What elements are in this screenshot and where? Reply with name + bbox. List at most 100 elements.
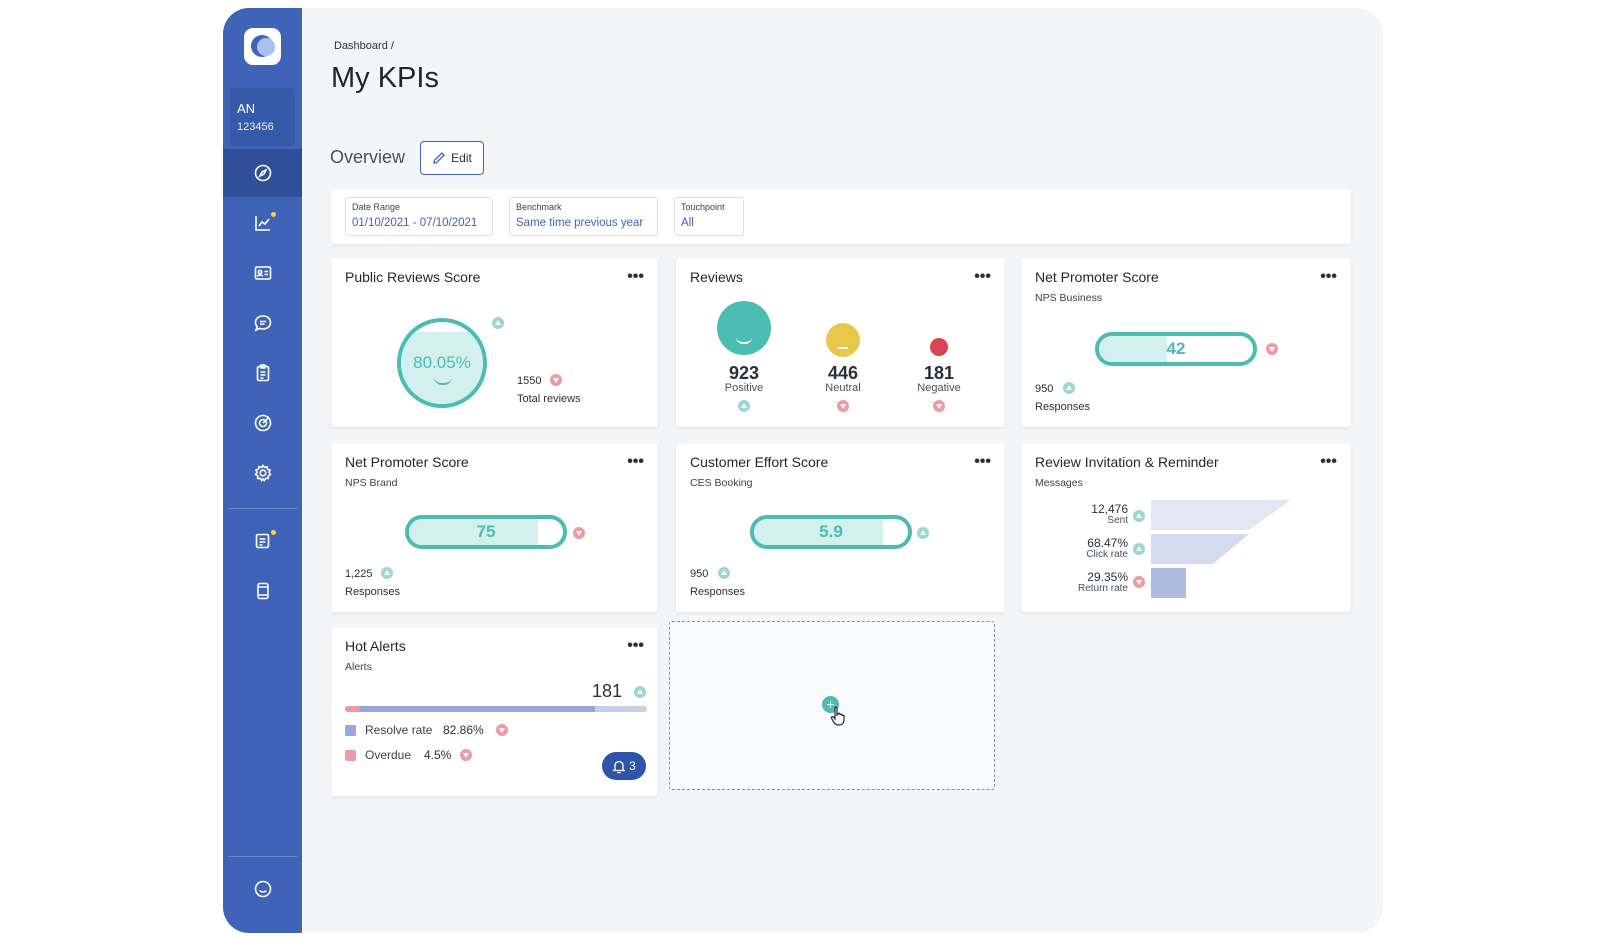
card-customer-effort-score[interactable]: Customer Effort Score CES Booking ••• 5.… [676,443,1005,612]
return-rate-row: 29.35% Return rate [1053,570,1128,594]
card-nps-brand[interactable]: Net Promoter Score NPS Brand ••• 75 1,22… [331,443,658,612]
score-gauge: 80.05% [397,318,487,408]
bell-icon [612,760,626,773]
more-options-icon[interactable]: ••• [627,453,644,470]
score-value: 5.9 [819,522,843,541]
benchmark-filter[interactable]: Benchmark Same time previous year [509,197,658,236]
edit-label: Edit [451,151,472,165]
alerts-progress-bar [345,706,647,712]
date-range-filter[interactable]: Date Range 01/10/2021 - 07/10/2021 [345,197,493,236]
score-bar: 42 [1095,332,1257,366]
return-rate-label: Return rate [1077,583,1128,594]
nav-surveys[interactable] [223,349,302,397]
trend-down-icon [837,400,849,412]
trend-down-icon [550,374,562,386]
click-rate-label: Click rate [1086,549,1128,560]
trend-up-icon [1133,543,1145,555]
trend-up-icon [634,686,646,698]
card-nps-business[interactable]: Net Promoter Score NPS Business ••• 42 9… [1021,258,1351,427]
trend-down-icon [573,527,585,539]
click-rate-row: 68.47% Click rate [1053,536,1128,560]
more-options-icon[interactable]: ••• [974,268,991,285]
overview-label: Overview [330,147,406,167]
responses-label: Responses [345,586,401,598]
card-reviews[interactable]: Reviews ••• 923 Positive 446 Neutral 181… [676,258,1005,427]
card-public-reviews-score[interactable]: Public Reviews Score ••• 80.05% 1550 Tot… [331,258,658,427]
positive-value: 923 [728,363,760,383]
nav-profile[interactable] [223,865,302,913]
neutral-value: 446 [827,363,859,383]
account-initials: AN [237,101,256,116]
card-hot-alerts[interactable]: Hot Alerts Alerts ••• 181 Resolve rate 8… [331,627,658,796]
gear-icon [253,464,272,482]
trend-up-icon [492,317,504,329]
card-title: Hot Alerts [345,638,406,654]
responses-label: Responses [1035,401,1091,413]
more-options-icon[interactable]: ••• [627,637,644,654]
resolve-label: Resolve rate [365,723,433,737]
overdue-label: Overdue [365,748,412,762]
nav-goals[interactable] [223,399,302,447]
nav-settings[interactable] [223,449,302,497]
nav-contacts[interactable] [223,249,302,297]
trend-down-icon [496,724,508,736]
touchpoint-label: Touchpoint [681,202,725,212]
sent-row: 12,476 Sent [1053,502,1128,526]
account-switcher[interactable]: AN 123456 [230,88,295,146]
nav-messages[interactable] [223,299,302,347]
card-subtitle: NPS Brand [345,477,398,489]
sent-value: 12,476 [1091,502,1128,516]
touchpoint-value: All [681,217,694,229]
chart-line-icon [254,216,270,231]
negative-label: Negative [917,382,961,394]
notifications-badge[interactable]: 3 [602,752,646,780]
touchpoint-filter[interactable]: Touchpoint All [674,197,744,236]
more-options-icon[interactable]: ••• [627,268,644,285]
breadcrumb[interactable]: Dashboard / [334,40,394,52]
page-title: My KPIs [331,62,439,94]
responses-value: 1,225 [345,568,373,580]
card-title: Net Promoter Score [345,454,469,470]
id-card-icon [254,266,271,280]
date-range-label: Date Range [352,202,401,212]
brand-logo[interactable] [244,28,281,65]
trend-up-icon [1133,510,1145,522]
pencil-icon [433,152,446,164]
smiley-icon [254,880,271,898]
more-options-icon[interactable]: ••• [1320,268,1337,285]
add-widget-slot[interactable]: + [669,621,995,790]
nav-analytics[interactable] [223,199,302,247]
trend-up-icon [1063,382,1075,394]
negative-value: 181 [923,363,955,383]
nav-devices[interactable] [223,567,302,615]
responses-value: 950 [690,568,709,580]
more-options-icon[interactable]: ••• [1320,453,1337,470]
overdue-value: 4.5% [424,748,452,762]
resolve-value: 82.86% [443,723,484,737]
alerts-total: 181 [591,681,622,701]
compass-icon [254,164,271,182]
target-icon [254,414,271,432]
nav-dashboard[interactable] [223,149,302,197]
resolve-legend-swatch [345,725,356,736]
card-review-invitation[interactable]: Review Invitation & Reminder Messages ••… [1021,443,1351,612]
total-reviews-value: 1550 [517,375,542,387]
sent-label: Sent [1107,515,1128,526]
trend-up-icon [738,400,750,412]
card-title: Review Invitation & Reminder [1035,454,1219,470]
card-title: Net Promoter Score [1035,269,1159,285]
card-subtitle: CES Booking [690,477,753,489]
total-reviews-label: Total reviews [517,393,581,405]
hand-cursor-icon [830,706,845,726]
nav-reports[interactable] [223,517,302,565]
more-options-icon[interactable]: ••• [974,453,991,470]
click-rate-value: 68.47% [1087,536,1128,550]
date-range-value: 01/10/2021 - 07/10/2021 [352,217,478,229]
card-title: Public Reviews Score [345,269,481,285]
filters-bar: Date Range 01/10/2021 - 07/10/2021 Bench… [331,189,1351,244]
trend-down-icon [1133,576,1145,588]
responses-value: 950 [1035,383,1054,395]
edit-button[interactable]: Edit [420,141,484,175]
score-bar: 5.9 [750,515,912,549]
benchmark-value: Same time previous year [516,217,644,229]
